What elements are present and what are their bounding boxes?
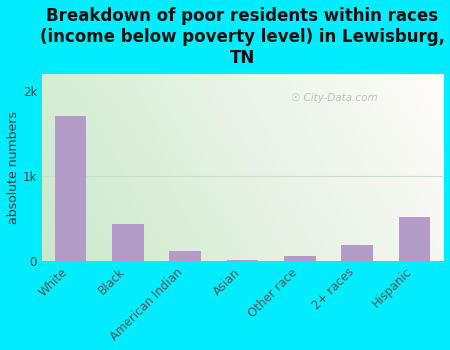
Bar bbox=[342, 245, 373, 261]
Text: ☉ City-Data.com: ☉ City-Data.com bbox=[292, 93, 378, 103]
Bar bbox=[284, 256, 315, 261]
Bar bbox=[112, 224, 144, 261]
Bar bbox=[227, 260, 258, 261]
Y-axis label: absolute numbers: absolute numbers bbox=[7, 111, 20, 224]
Bar bbox=[55, 116, 86, 261]
Title: Breakdown of poor residents within races
(income below poverty level) in Lewisbu: Breakdown of poor residents within races… bbox=[40, 7, 445, 66]
Bar bbox=[170, 251, 201, 261]
Bar bbox=[399, 217, 430, 261]
